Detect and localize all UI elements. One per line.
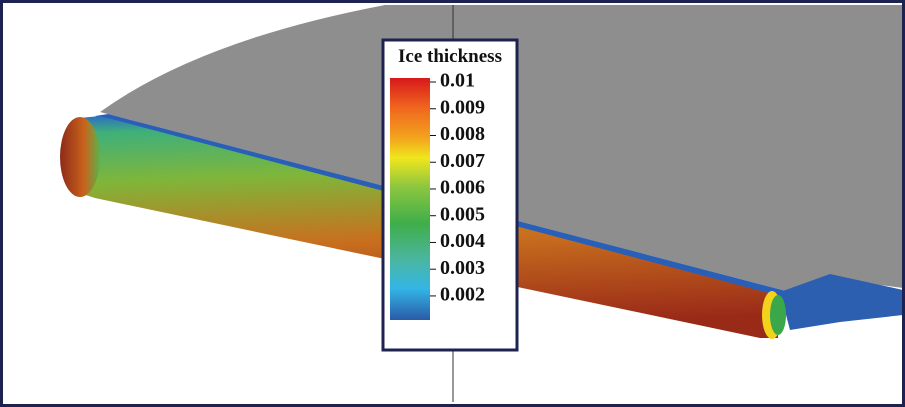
ice-end-cap: [60, 117, 100, 197]
tick-label: 0.003: [440, 257, 485, 279]
tick-label: 0.004: [440, 230, 485, 252]
tick-label: 0.01: [440, 70, 475, 92]
tick-label: 0.006: [440, 177, 485, 199]
wing-tip-ice: [780, 274, 903, 330]
tick-label: 0.008: [440, 123, 485, 145]
tick-label: 0.007: [440, 150, 485, 172]
tick-label: 0.009: [440, 96, 485, 118]
legend-title: Ice thickness: [398, 46, 502, 67]
ice-tip-cap-inner: [770, 295, 786, 335]
tick-label: 0.005: [440, 203, 485, 225]
colorbar: [390, 78, 430, 320]
tick-label: 0.002: [440, 284, 485, 306]
